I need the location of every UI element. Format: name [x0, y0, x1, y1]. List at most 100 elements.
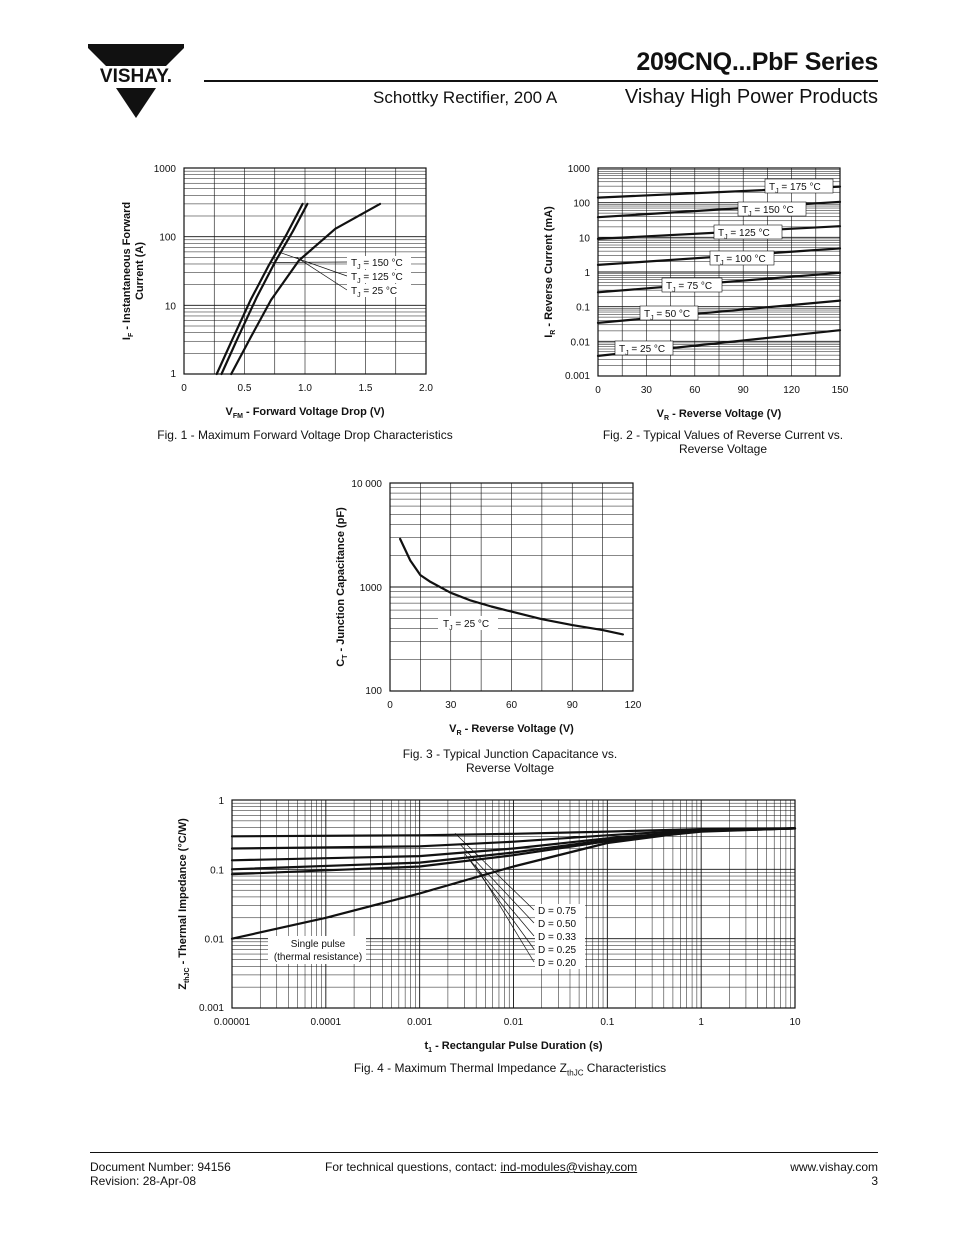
- fig4-series-label: D = 0.50: [538, 919, 577, 930]
- fig2-series-line-5: [596, 299, 842, 324]
- fig2-label-box: [764, 178, 834, 194]
- fig2-xlabel: VR - Reverse Voltage (V): [657, 408, 782, 422]
- fig2-ylabel: IR - Reverse Current (mA): [543, 206, 557, 338]
- fig4-xlabel: t1 - Rectangular Pulse Duration (s): [424, 1040, 602, 1054]
- fig1-ytick-label: 100: [159, 233, 176, 244]
- footer-right: www.vishay.com 3: [790, 1160, 878, 1188]
- fig1-xtick-label: 2.0: [419, 383, 433, 394]
- fig4-ylabel-group: ZthJC - Thermal Impedance (°C/W): [177, 818, 191, 990]
- fig2-label-box: [614, 340, 674, 356]
- fig4-leader-line: [474, 864, 535, 963]
- fig4-single-pulse-bg: [268, 936, 366, 964]
- fig2-ytick-label: 0.1: [576, 303, 590, 314]
- fig1-series-label: TJ = 25 °C: [351, 286, 397, 299]
- fig1-xtick-label: 1.0: [298, 383, 312, 394]
- fig4-ylabel: ZthJC - Thermal Impedance (°C/W): [177, 818, 191, 990]
- fig3-xtick-label: 30: [445, 700, 457, 711]
- fig1-series-line-0: [215, 202, 304, 376]
- fig1-chart: 0 0.5 1.0 1.5 2.0 1 10 100 1000 VFM - Forward Vol…: [121, 164, 433, 420]
- fig4-xtick-label: 0.00001: [214, 1017, 251, 1028]
- fig4-series: [230, 827, 797, 940]
- fig2-ytick-label: 0.01: [571, 337, 591, 348]
- fig1-ylabel: IF - Instantaneous Forward: [121, 202, 135, 340]
- contact-prefix: For technical questions, contact:: [325, 1160, 501, 1174]
- fig2-label-box: [737, 201, 807, 217]
- fig2-ylabel-group: IR - Reverse Current (mA): [543, 206, 557, 338]
- fig4-ytick-label: 1: [218, 796, 224, 807]
- fig3-ytick-label: 100: [365, 686, 382, 697]
- revision: Revision: 28-Apr-08: [90, 1174, 197, 1188]
- fig1-frame: [183, 167, 427, 375]
- fig1-xtick-label: 1.5: [359, 383, 373, 394]
- fig1-ytick-label: 1: [170, 369, 176, 380]
- fig4-series-label: D = 0.20: [538, 958, 577, 969]
- fig4-caption-suffix: Characteristics: [583, 1061, 667, 1075]
- fig2-series-label: TJ = 50 °C: [644, 309, 690, 322]
- fig3-label-bg: [438, 616, 498, 630]
- fig1-ytick-label: 10: [165, 301, 177, 312]
- doc-number: Document Number: 94156: [90, 1160, 231, 1174]
- fig4-ytick-label: 0.001: [199, 1003, 224, 1014]
- fig1-series-label: TJ = 125 °C: [351, 272, 403, 285]
- fig1-label-bg: [347, 284, 411, 297]
- fig1-series: [215, 202, 382, 376]
- fig2-ytick-label: 1: [584, 268, 590, 279]
- fig2-xtick-label: 60: [689, 385, 701, 396]
- fig4-label-bg: [535, 904, 585, 917]
- fig4-ytick-label: 0.1: [210, 865, 224, 876]
- fig3-series-label: TJ = 25 °C: [443, 619, 489, 632]
- fig4-single-pulse-label: Single pulse: [291, 939, 346, 950]
- fig2-chart: 0 30 60 90 120 150 0.001 0.01 0.1 1 10 100 1000 VR - …: [543, 164, 849, 422]
- fig4-caption-prefix: Fig. 4 - Maximum Thermal Impedance Z: [353, 1061, 568, 1075]
- fig4-leader-line: [469, 860, 535, 950]
- fig2-ytick-label: 100: [573, 199, 590, 210]
- fig2-ytick-label: 10: [579, 233, 591, 244]
- fig1-leader-line: [296, 257, 348, 291]
- fig2-caption-line1: Fig. 2 - Typical Values of Reverse Curre…: [602, 428, 844, 442]
- fig4-series-label: D = 0.33: [538, 932, 577, 943]
- fig1-label-bg: [347, 270, 411, 283]
- fig4-frame: [231, 799, 796, 1009]
- fig4-xtick-label: 0.01: [504, 1017, 524, 1028]
- fig2-series-label: TJ = 175 °C: [769, 182, 821, 195]
- vishay-logo: VISHAY.: [88, 44, 184, 118]
- fig1-ylabel-group: IF - Instantaneous Forward Current (A): [121, 202, 146, 340]
- fig3-xlabel: VR - Reverse Voltage (V): [449, 723, 574, 737]
- fig1-caption: Fig. 1 - Maximum Forward Voltage Drop Ch…: [157, 428, 453, 442]
- fig1-leader-line: [271, 261, 348, 263]
- fig2-xtick-label: 150: [832, 385, 849, 396]
- fig4-thermal-resistance-label: (thermal resistance): [274, 952, 362, 963]
- fig3-ylabel-group: CT - Junction Capacitance (pF): [335, 507, 349, 667]
- fig2-xtick-label: 90: [738, 385, 750, 396]
- header-rule: [204, 80, 878, 82]
- fig4-series-line-5: [230, 827, 797, 940]
- fig3-ytick-label: 10 000: [351, 479, 382, 490]
- fig1-series-line-1: [220, 202, 309, 376]
- fig2-ytick-label: 1000: [568, 164, 591, 175]
- fig2-caption: Fig. 2 - Typical Values of Reverse Curre…: [570, 428, 876, 456]
- fig4-xtick-label: 0.001: [407, 1017, 432, 1028]
- fig1-label-bg: [347, 256, 411, 269]
- fig2-label-box: [709, 250, 775, 266]
- fig2-label-box: [713, 224, 783, 240]
- fig4-series-label: D = 0.75: [538, 906, 577, 917]
- fig4-series-label: D = 0.25: [538, 945, 577, 956]
- fig1-series-label: TJ = 150 °C: [351, 258, 403, 271]
- website-link[interactable]: www.vishay.com: [790, 1160, 878, 1174]
- fig3-ylabel: CT - Junction Capacitance (pF): [335, 507, 349, 667]
- fig3-xtick-label: 60: [506, 700, 518, 711]
- fig4-xtick-label: 10: [789, 1017, 801, 1028]
- fig3-xtick-label: 90: [567, 700, 579, 711]
- division-subtitle: Vishay High Power Products: [624, 86, 878, 108]
- fig4-xtick-label: 0.1: [600, 1017, 614, 1028]
- fig4-label-bg: [535, 917, 585, 930]
- fig2-xtick-label: 120: [783, 385, 800, 396]
- logo-text: VISHAY.: [100, 66, 172, 87]
- fig4-leader-line: [464, 853, 535, 937]
- contact-email-link[interactable]: ind-modules@vishay.com: [500, 1160, 638, 1174]
- fig4-label-bg: [535, 930, 585, 943]
- fig2-ytick-label: 0.001: [565, 371, 590, 382]
- fig3-series: [399, 537, 624, 636]
- footer-left: Document Number: 94156 Revision: 28-Apr-…: [90, 1160, 231, 1188]
